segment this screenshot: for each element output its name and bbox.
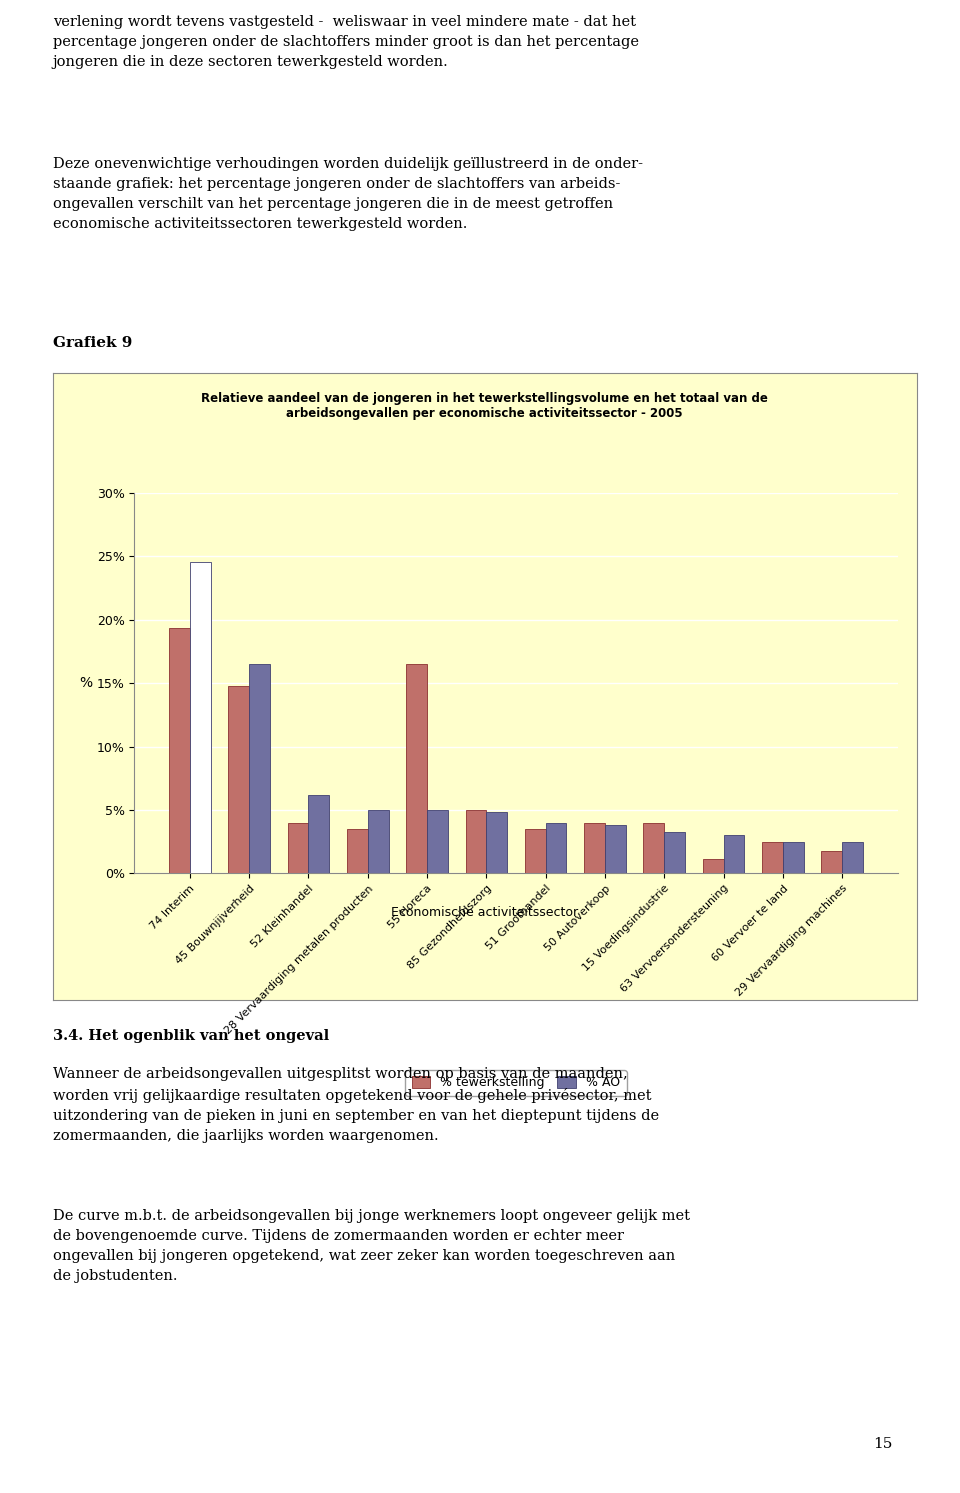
Bar [822,851,842,873]
Bar [406,664,427,873]
Bar [427,809,447,873]
Bar [703,860,724,873]
Text: Wanneer de arbeidsongevallen uitgesplitst worden op basis van de maanden,
worden: Wanneer de arbeidsongevallen uitgesplits… [53,1067,659,1144]
Text: Grafiek 9: Grafiek 9 [53,336,132,351]
Bar [724,836,744,873]
Text: Economische activiteitssector: Economische activiteitssector [392,906,578,920]
Bar [605,826,626,873]
Bar [782,842,804,873]
Y-axis label: %: % [79,676,92,690]
Bar [308,794,329,873]
Bar [762,842,782,873]
Bar [368,809,389,873]
Bar [585,823,605,873]
Text: De curve m.b.t. de arbeidsongevallen bij jonge werknemers loopt ongeveer gelijk : De curve m.b.t. de arbeidsongevallen bij… [53,1209,690,1284]
Bar [347,829,368,873]
Bar [190,563,210,873]
Text: 15: 15 [874,1438,893,1451]
Text: Deze onevenwichtige verhoudingen worden duidelijk geïllustreerd in de onder-
sta: Deze onevenwichtige verhoudingen worden … [53,157,643,231]
Legend: % tewerkstelling, % AO: % tewerkstelling, % AO [405,1070,627,1096]
Bar [466,809,487,873]
Bar [842,842,863,873]
Bar [643,823,664,873]
Text: 3.4. Het ogenblik van het ongeval: 3.4. Het ogenblik van het ongeval [53,1029,329,1044]
Text: verlening wordt tevens vastgesteld -  weliswaar in veel mindere mate - dat het
p: verlening wordt tevens vastgesteld - wel… [53,15,638,69]
Text: Relatieve aandeel van de jongeren in het tewerkstellingsvolume en het totaal van: Relatieve aandeel van de jongeren in het… [202,393,768,420]
Bar [525,829,545,873]
Bar [545,823,566,873]
Bar [169,629,190,873]
Bar [664,832,685,873]
Bar [250,664,270,873]
Bar [228,685,250,873]
Bar [487,812,507,873]
Bar [288,823,308,873]
